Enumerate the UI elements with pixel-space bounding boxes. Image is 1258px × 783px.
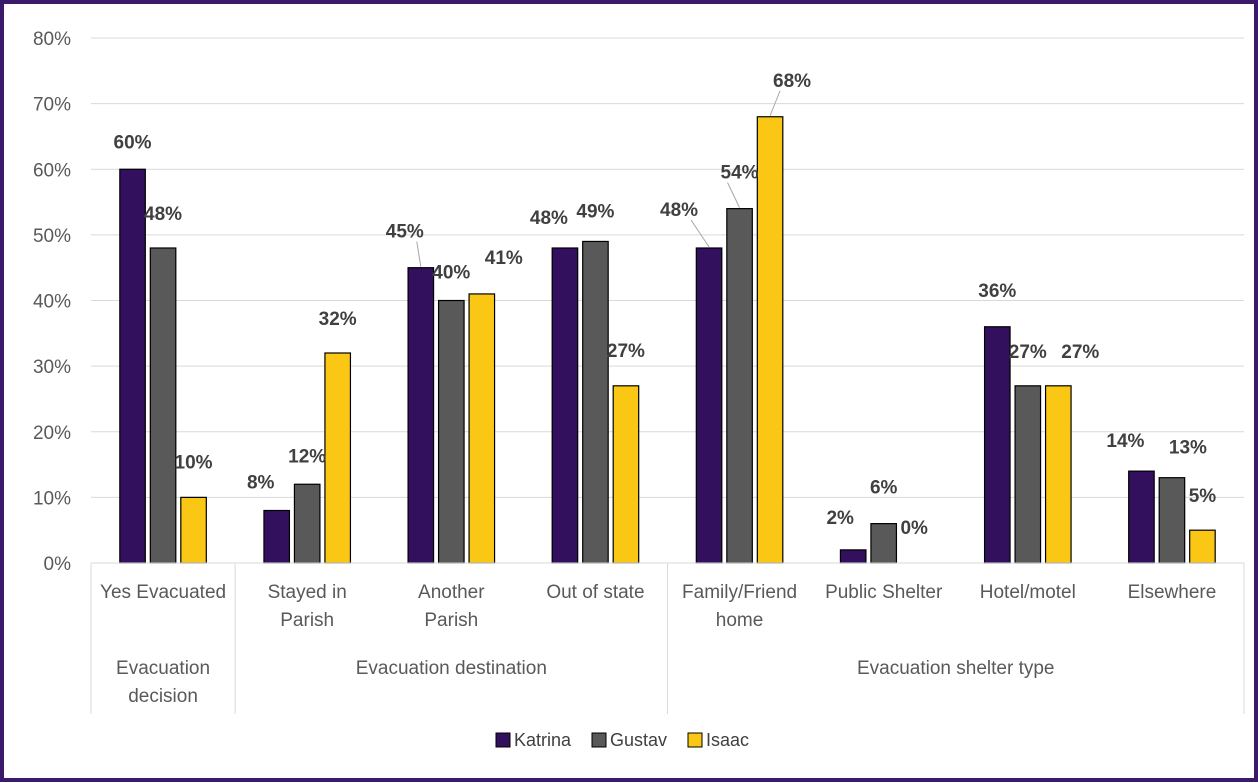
y-tick-label: 50% — [33, 226, 71, 247]
data-label-gustav: 54% — [721, 163, 759, 184]
data-label-katrina: 45% — [386, 222, 424, 243]
legend-label-gustav: Gustav — [610, 730, 667, 750]
data-label-isaac: 27% — [607, 341, 645, 362]
data-label-katrina: 60% — [114, 132, 152, 153]
bar-katrina — [695, 247, 723, 564]
y-axis-ticks: 0% 10% 20% 30% 40% 50% 60% 70% 80% — [33, 29, 71, 575]
leader-line — [690, 219, 710, 248]
group-label: Evacuation shelter type — [857, 658, 1055, 679]
data-label-gustav: 40% — [432, 263, 470, 284]
legend-swatch-gustav — [591, 732, 607, 748]
legend-label-isaac: Isaac — [706, 730, 749, 750]
category-label: Another — [418, 582, 485, 603]
data-label-gustav: 6% — [870, 478, 898, 499]
bar-katrina — [1128, 470, 1155, 564]
group-label: decision — [128, 686, 198, 707]
category-label: Stayed in — [268, 582, 347, 603]
data-label-katrina: 36% — [978, 281, 1016, 302]
category-label: Out of state — [546, 582, 644, 603]
leader-line — [416, 241, 422, 267]
bar-gustav — [582, 240, 609, 564]
leader-line — [769, 90, 781, 116]
data-label-isaac: 5% — [1189, 486, 1217, 507]
category-label: Hotel/motel — [980, 582, 1076, 603]
y-tick-label: 70% — [33, 95, 71, 116]
y-tick-label: 30% — [33, 357, 71, 378]
data-label-isaac: 68% — [773, 71, 811, 92]
bar-gustav — [1158, 477, 1186, 564]
bar-isaac — [1044, 385, 1072, 564]
data-label-isaac: 32% — [319, 309, 357, 330]
category-label: Family/Friend — [682, 582, 797, 603]
category-label: Yes Evacuated — [100, 582, 226, 603]
leader-lines — [416, 90, 781, 267]
bars — [119, 116, 1216, 564]
legend-swatch-isaac — [687, 732, 703, 748]
data-label-gustav: 12% — [288, 446, 326, 467]
bar-katrina — [839, 549, 867, 564]
gridlines — [91, 37, 1244, 498]
category-label: home — [716, 610, 764, 631]
data-label-katrina: 2% — [826, 508, 854, 529]
legend-label-katrina: Katrina — [514, 730, 572, 750]
bar-gustav — [1014, 385, 1042, 564]
data-label-gustav: 48% — [144, 204, 182, 225]
category-label: Parish — [424, 610, 478, 631]
bar-gustav — [726, 208, 753, 564]
bar-isaac — [756, 116, 784, 564]
data-label-isaac: 41% — [485, 248, 523, 269]
bar-katrina — [263, 509, 291, 564]
y-tick-label: 20% — [33, 423, 71, 444]
bar-isaac — [468, 293, 496, 564]
y-tick-label: 80% — [33, 29, 71, 50]
bar-isaac — [324, 352, 352, 564]
bar-gustav — [293, 483, 321, 564]
group-label: Evacuation destination — [356, 658, 547, 679]
leader-line — [727, 182, 741, 208]
data-label-isaac: 27% — [1061, 342, 1099, 363]
group-label: Evacuation — [116, 658, 210, 679]
data-label-isaac: 0% — [900, 518, 928, 539]
category-label: Public Shelter — [825, 582, 943, 603]
y-tick-label: 40% — [33, 292, 71, 313]
bar-katrina — [119, 168, 146, 564]
data-label-katrina: 48% — [660, 200, 698, 221]
category-label: Elsewhere — [1128, 582, 1217, 603]
y-tick-label: 0% — [44, 554, 72, 575]
y-tick-label: 60% — [33, 160, 71, 181]
bar-gustav — [870, 523, 898, 564]
bar-isaac — [180, 496, 207, 564]
bar-chart: 0% 10% 20% 30% 40% 50% 60% 70% 80% 60% 8% 45% 48% 48… — [33, 29, 1245, 750]
data-label-katrina: 8% — [247, 473, 275, 494]
category-label: Parish — [280, 610, 334, 631]
data-label-gustav: 49% — [576, 201, 614, 222]
x-axis: Yes Evacuated Stayed in Parish Another Paris… — [90, 562, 1245, 714]
data-label-katrina: 48% — [530, 208, 568, 229]
y-tick-label: 10% — [33, 488, 71, 509]
data-labels: 60% 8% 45% 48% 48% 2% 36% 14% 48% 12% 40% 49% 54% 6% 2… — [114, 71, 1217, 539]
data-label-gustav: 13% — [1169, 438, 1207, 459]
bar-isaac — [1189, 529, 1216, 564]
legend: Katrina Gustav Isaac — [495, 730, 749, 750]
data-label-katrina: 14% — [1106, 431, 1144, 452]
data-label-gustav: 27% — [1009, 342, 1047, 363]
bar-katrina — [551, 247, 579, 564]
bar-gustav — [149, 247, 177, 564]
bar-katrina — [407, 267, 435, 564]
data-label-isaac: 10% — [175, 452, 213, 473]
bar-katrina — [983, 326, 1011, 564]
legend-swatch-katrina — [495, 732, 511, 748]
bar-gustav — [437, 299, 465, 564]
bar-isaac — [612, 385, 640, 564]
